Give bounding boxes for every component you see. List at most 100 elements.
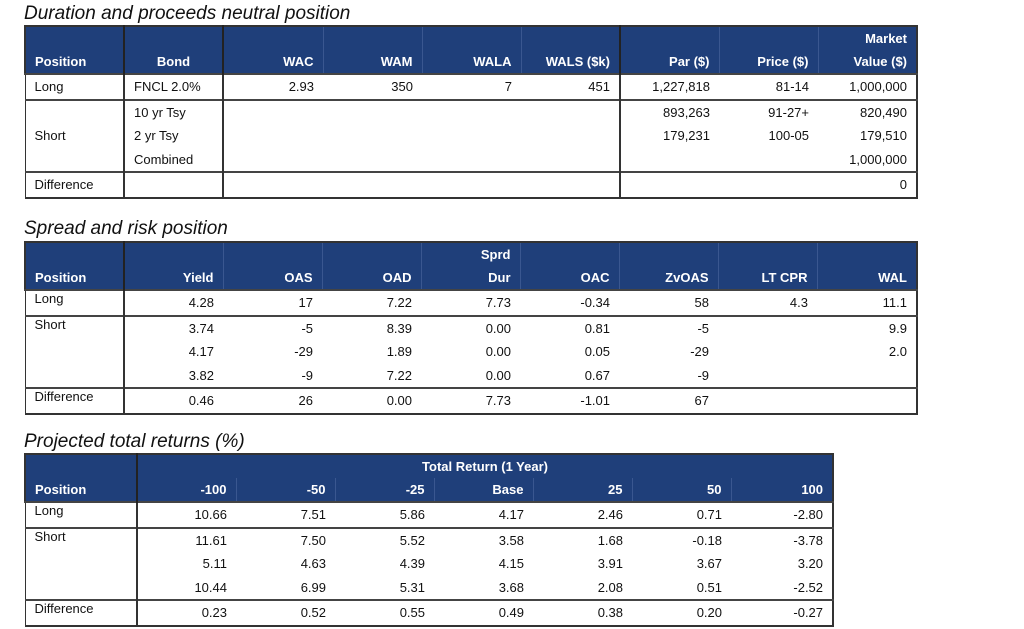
header-row: Position Bond WAC WAM WALA WALS ($k) Par ($) Pr… [24, 50, 917, 74]
table-cell: -1.01 [520, 387, 619, 414]
table-cell [123, 171, 223, 198]
table-cell [719, 171, 818, 198]
table-cell [718, 340, 817, 364]
table-cell: 179,231 [619, 124, 719, 148]
table-cell: -2.80 [731, 501, 834, 528]
table-cell: 0.51 [696, 579, 722, 595]
header-top-cell [717, 242, 817, 266]
table-row: 10.44 6.99 5.31 3.68 2.08 0.51 -2.52 [25, 575, 833, 600]
table-cell: 1,000,000 [849, 151, 907, 167]
table-cell [422, 124, 521, 148]
header-top-cell [24, 26, 124, 50]
table-cell: 5.31 [399, 579, 425, 595]
table-cell: 2 yr Tsy [123, 124, 223, 148]
table-cell [718, 364, 817, 389]
table-cell: 4.17 [434, 501, 533, 528]
column-header: WALS ($k) [520, 50, 620, 74]
header-top-cell: Sprd [420, 242, 520, 266]
table-cell: -29 [690, 344, 709, 360]
table-cell: 6.99 [300, 579, 326, 595]
position-label: Difference [25, 171, 124, 198]
column-header: Position [24, 50, 124, 74]
table-cell: -5 [619, 314, 718, 340]
table-cell: 4.15 [498, 556, 524, 572]
position-label: Long [25, 501, 137, 528]
table-cell [719, 148, 818, 173]
table-cell: 7.50 [236, 526, 335, 552]
table-cell [222, 171, 323, 198]
table-cell: 893,263 [619, 98, 719, 124]
header-top-cell [123, 26, 223, 50]
column-header: WAC [222, 50, 323, 74]
table-cell: Combined [123, 147, 223, 172]
table-cell: 7 [422, 73, 521, 100]
header-top-cell: Market [817, 26, 917, 50]
table-cell: 2.93 [222, 73, 323, 100]
table-cell [521, 171, 620, 198]
header-top-cell [123, 242, 223, 266]
table-cell: 2.08 [597, 579, 623, 595]
table-cell: 3.74 [123, 314, 223, 340]
table-cell: 3.58 [434, 526, 533, 552]
table-cell: 91-27+ [719, 98, 818, 124]
table-cell: -0.27 [731, 599, 834, 626]
table-row: 3.82 -9 7.22 0.00 0.67 -9 [25, 363, 917, 389]
table-cell: 0.71 [632, 501, 731, 528]
table-cell [521, 124, 620, 148]
table-cell: 3.91 [597, 556, 623, 572]
table-cell: 3.67 [696, 556, 722, 572]
table-cell: 7.22 [322, 289, 421, 316]
table-cell [422, 98, 521, 124]
position-label: Difference [25, 599, 137, 626]
table-cell: 7.22 [386, 367, 412, 383]
table-cell: 820,490 [818, 98, 917, 124]
table-cell [422, 148, 521, 173]
table-cell: 0.05 [584, 344, 610, 360]
table-row: 4.17 -29 1.89 0.00 0.05 -29 2.0 [25, 340, 917, 364]
table-cell [521, 98, 620, 124]
table-cell: 10.44 [136, 575, 236, 600]
header-row-top: Total Return (1 Year) [24, 454, 834, 478]
column-header: Yield [123, 266, 223, 290]
table-cell: 0.55 [335, 599, 434, 626]
table-cell: 7.73 [421, 387, 520, 414]
header-top-cell [321, 242, 421, 266]
table-cell: 100-05 [768, 128, 809, 144]
column-header: WAM [322, 50, 422, 74]
table-cell: 4.17 [123, 340, 223, 364]
table-cell: 3.82 [123, 363, 223, 388]
table-cell [323, 98, 422, 124]
column-header: Base [433, 478, 533, 502]
header-top-cell [421, 26, 521, 50]
table-cell: 0.52 [236, 599, 335, 626]
table-cell: 0.38 [533, 599, 632, 626]
table-row: Difference 0.46 26 0.00 7.73 -1.01 67 [25, 387, 917, 414]
table-cell: 81-14 [719, 73, 818, 100]
header-row-top: Market [24, 26, 917, 50]
table-cell: 0.00 [485, 367, 511, 383]
column-header: WALA [421, 50, 521, 74]
header-top-cell [618, 242, 718, 266]
total-returns-table: Total Return (1 Year) Position -100 -50 -25 B… [24, 453, 834, 627]
table-cell: -5 [223, 314, 322, 340]
table-cell: 0.23 [136, 599, 236, 626]
header-top-cell [222, 242, 322, 266]
table-cell [222, 147, 323, 172]
table-cell: 2.0 [888, 344, 907, 360]
table-cell: 1.89 [386, 344, 412, 360]
table-cell: -29 [294, 344, 313, 360]
column-header: 100 [730, 478, 834, 502]
column-header: -25 [334, 478, 434, 502]
table-cell [323, 124, 422, 148]
table-row: Short 3.74 -5 8.39 0.00 0.81 -5 9.9 [25, 314, 917, 388]
table-title-spread-risk: Spread and risk position [24, 218, 228, 239]
table-cell: 4.39 [399, 556, 425, 572]
table-cell: -0.34 [520, 289, 619, 316]
header-group-label: Total Return (1 Year) [135, 454, 834, 478]
table-cell [323, 171, 422, 198]
header-top-cell [619, 26, 719, 50]
position-label: Short [25, 314, 124, 388]
table-cell: 3.20 [797, 556, 824, 572]
table-cell: 2.46 [533, 501, 632, 528]
table-cell: 67 [619, 387, 718, 414]
